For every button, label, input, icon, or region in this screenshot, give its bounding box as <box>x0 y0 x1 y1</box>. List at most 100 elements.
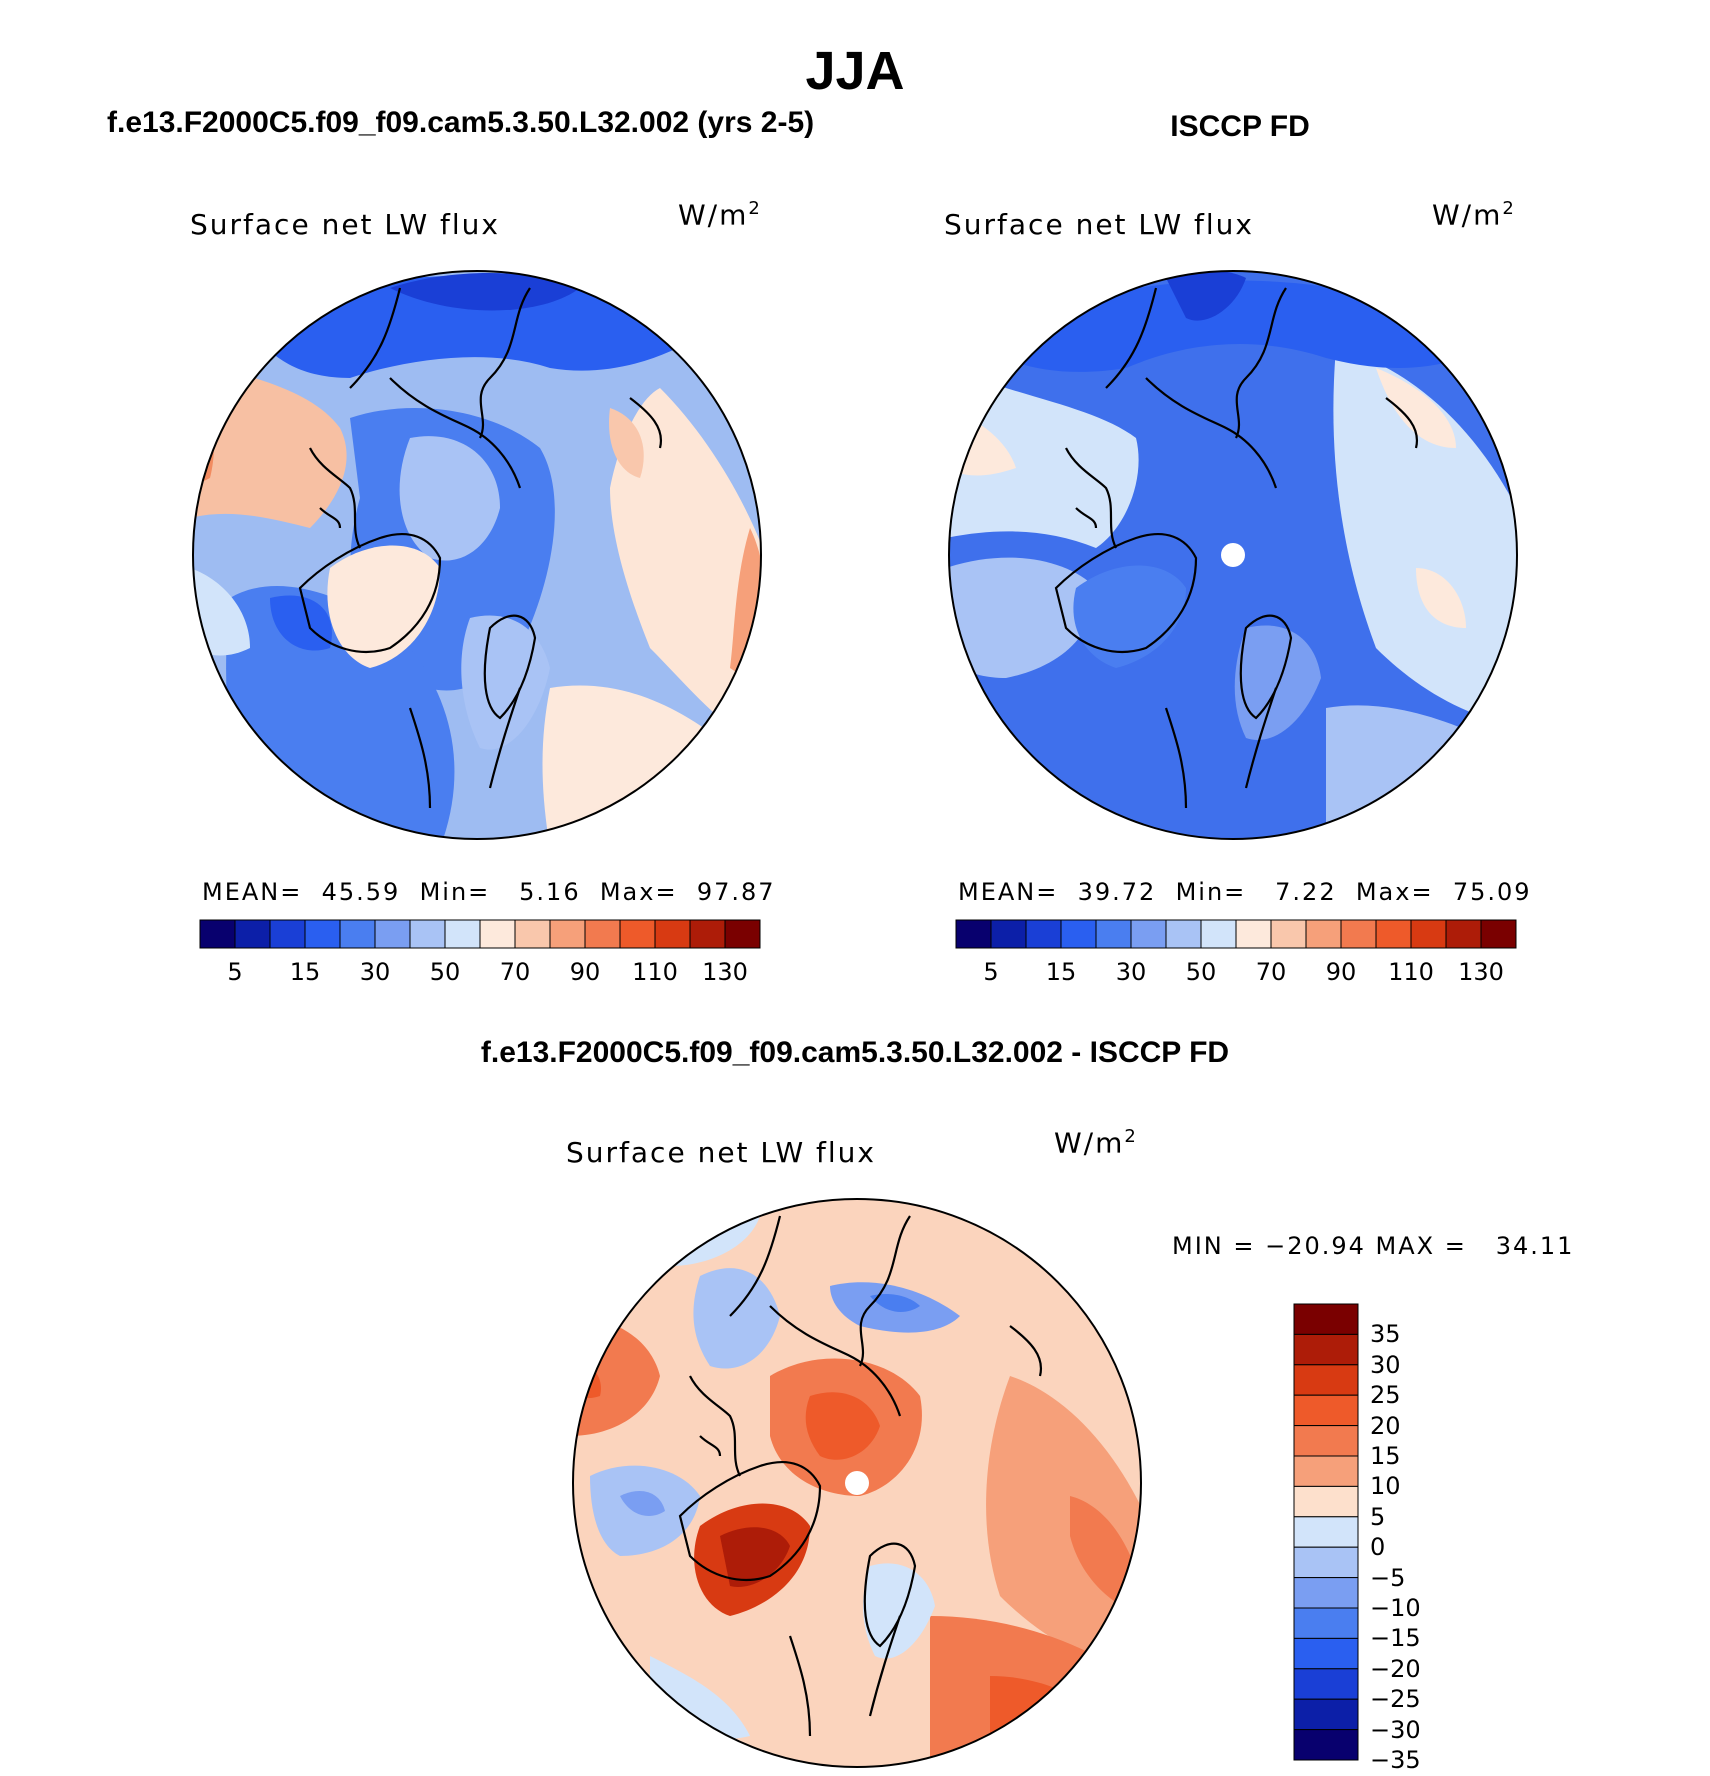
model-units-label: W/m2 <box>678 198 762 232</box>
colorbar-tick-label: 90 <box>1325 958 1357 986</box>
colorbar-tick-label: −5 <box>1370 1563 1406 1592</box>
colorbar-tick-label: 110 <box>1388 958 1434 986</box>
obs-units-label: W/m2 <box>1432 198 1516 232</box>
colorbar-tick-label: −25 <box>1370 1685 1421 1714</box>
colorbar-tick-label: 35 <box>1370 1320 1401 1349</box>
colorbar-tick-label: 110 <box>632 958 678 986</box>
colorbar-swatch <box>339 919 376 949</box>
colorbar-swatch <box>1165 919 1202 949</box>
colorbar-swatch <box>1095 919 1132 949</box>
colorbar-tick-label: −15 <box>1370 1624 1421 1653</box>
colorbar-swatch <box>199 919 236 949</box>
colorbar-tick-label: −20 <box>1370 1654 1421 1683</box>
colorbar-tick-label: 70 <box>499 958 531 986</box>
colorbar-swatch <box>1293 1577 1359 1609</box>
colorbar-swatch <box>1293 1333 1359 1366</box>
colorbar-swatch <box>1293 1546 1359 1579</box>
colorbar-swatch <box>1293 1698 1359 1731</box>
model-colorbar <box>199 919 761 949</box>
colorbar-tick-label: 50 <box>429 958 461 986</box>
colorbar-tick-label: 0 <box>1370 1533 1386 1562</box>
colorbar-swatch <box>1293 1516 1359 1548</box>
colorbar-swatch <box>990 919 1027 949</box>
obs-colorbar-labels: 5 15 30 50 70 90 110 130 <box>956 958 1516 988</box>
colorbar-swatch <box>619 919 656 949</box>
colorbar-swatch <box>549 919 586 949</box>
model-panel-title: f.e13.F2000C5.f09_f09.cam5.3.50.L32.002 … <box>107 106 815 139</box>
colorbar-swatch <box>444 919 481 949</box>
colorbar-swatch <box>654 919 691 949</box>
colorbar-swatch <box>1340 919 1377 949</box>
model-variable-label: Surface net LW flux <box>190 208 500 241</box>
colorbar-tick-label: 5 <box>1370 1502 1386 1531</box>
colorbar-swatch <box>1375 919 1412 949</box>
colorbar-tick-label: −35 <box>1370 1746 1421 1774</box>
colorbar-swatch <box>1293 1303 1359 1335</box>
diff-panel-title: f.e13.F2000C5.f09_f09.cam5.3.50.L32.002 … <box>480 1036 1230 1069</box>
colorbar-swatch <box>1293 1637 1359 1670</box>
colorbar-tick-label: 30 <box>359 958 391 986</box>
diff-colorbar-labels: 35 30 25 20 15 10 5 0 −5 −10 −15 −20 −25 −30 −35 <box>1370 1304 1470 1774</box>
colorbar-swatch <box>1305 919 1342 949</box>
colorbar-swatch <box>1293 1455 1359 1487</box>
colorbar-tick-label: 90 <box>569 958 601 986</box>
colorbar-tick-label: 130 <box>1458 958 1504 986</box>
obs-panel-title: ISCCP FD <box>1170 110 1310 143</box>
figure-title: JJA <box>805 41 905 101</box>
obs-stats: MEAN= 39.72 Min= 7.22 Max= 75.09 <box>958 878 1532 906</box>
colorbar-swatch <box>1293 1729 1359 1761</box>
colorbar-swatch <box>1293 1668 1359 1700</box>
colorbar-swatch <box>689 919 726 949</box>
colorbar-tick-label: 25 <box>1370 1381 1401 1410</box>
colorbar-swatch <box>1235 919 1272 949</box>
colorbar-swatch <box>269 919 306 949</box>
colorbar-swatch <box>1445 919 1482 949</box>
obs-polar-map <box>948 270 1518 840</box>
colorbar-tick-label: 5 <box>227 958 243 986</box>
obs-colorbar <box>955 919 1517 949</box>
colorbar-tick-label: 10 <box>1370 1472 1401 1501</box>
colorbar-tick-label: 20 <box>1370 1411 1401 1440</box>
colorbar-swatch <box>584 919 621 949</box>
colorbar-tick-label: 15 <box>1045 958 1077 986</box>
colorbar-swatch <box>1410 919 1447 949</box>
colorbar-swatch <box>1293 1607 1359 1639</box>
colorbar-swatch <box>1480 919 1517 949</box>
colorbar-swatch <box>479 919 516 949</box>
colorbar-swatch <box>409 919 446 949</box>
diff-stats: MIN = −20.94 MAX = 34.11 <box>1172 1232 1575 1260</box>
colorbar-swatch <box>1293 1425 1359 1457</box>
colorbar-tick-label: 50 <box>1185 958 1217 986</box>
colorbar-tick-label: −10 <box>1370 1594 1421 1622</box>
colorbar-tick-label: 15 <box>289 958 321 986</box>
colorbar-swatch <box>374 919 411 949</box>
colorbar-swatch <box>304 919 341 949</box>
colorbar-swatch <box>1293 1394 1359 1427</box>
colorbar-tick-label: 70 <box>1255 958 1287 986</box>
colorbar-tick-label: 15 <box>1370 1442 1401 1470</box>
colorbar-swatch <box>1060 919 1097 949</box>
colorbar-tick-label: 30 <box>1370 1350 1401 1379</box>
colorbar-swatch <box>1025 919 1062 949</box>
colorbar-tick-label: −30 <box>1370 1715 1421 1744</box>
colorbar-swatch <box>1130 919 1167 949</box>
colorbar-swatch <box>955 919 992 949</box>
colorbar-tick-label: 30 <box>1115 958 1147 986</box>
model-polar-map <box>192 270 762 840</box>
colorbar-swatch <box>234 919 271 949</box>
diff-units-label: W/m2 <box>1054 1126 1138 1160</box>
colorbar-swatch <box>1293 1485 1359 1518</box>
model-stats: MEAN= 45.59 Min= 5.16 Max= 97.87 <box>202 878 776 906</box>
colorbar-swatch <box>1270 919 1307 949</box>
colorbar-swatch <box>514 919 551 949</box>
diff-colorbar <box>1293 1303 1359 1761</box>
diff-polar-map <box>572 1198 1142 1768</box>
colorbar-tick-label: 5 <box>983 958 999 986</box>
colorbar-swatch <box>1293 1364 1359 1396</box>
obs-variable-label: Surface net LW flux <box>944 208 1254 241</box>
colorbar-swatch <box>724 919 761 949</box>
colorbar-swatch <box>1200 919 1237 949</box>
colorbar-tick-label: 130 <box>702 958 748 986</box>
diff-variable-label: Surface net LW flux <box>566 1136 876 1169</box>
model-colorbar-labels: 5 15 30 50 70 90 110 130 <box>200 958 760 988</box>
